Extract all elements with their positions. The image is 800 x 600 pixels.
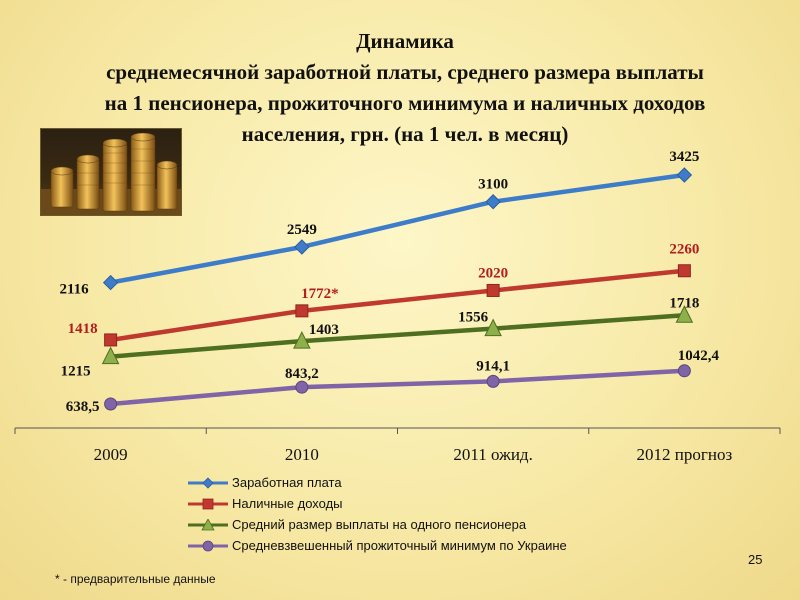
- legend-triangle-icon: [188, 518, 228, 530]
- data-label: 1215: [61, 364, 91, 380]
- legend: Заработная плата Наличные доходы Средний…: [188, 472, 567, 556]
- x-tick-label: 2009: [94, 445, 128, 464]
- data-point-marker: [675, 305, 694, 323]
- x-tick-label: 2011 ожид.: [453, 445, 532, 464]
- data-label: 1042,4: [678, 348, 720, 364]
- data-point-marker: [677, 364, 691, 378]
- x-tick-label: 2010: [285, 445, 319, 464]
- data-point-marker: [677, 264, 691, 278]
- title-line-2: среднемесячной заработной платы, среднег…: [106, 60, 704, 84]
- data-label: 3425: [669, 149, 699, 165]
- data-point-marker: [295, 380, 309, 394]
- data-label: 2549: [287, 222, 317, 238]
- data-point-marker: [295, 304, 309, 318]
- legend-item-pension: Средний размер выплаты на одного пенсион…: [188, 514, 567, 535]
- chart-title: Динамика среднемесячной заработной платы…: [30, 26, 780, 150]
- data-label: 1418: [68, 321, 98, 337]
- data-label: 2260: [669, 242, 699, 258]
- x-tick-label: 2012 прогноз: [637, 445, 733, 464]
- legend-item-salary: Заработная плата: [188, 472, 567, 493]
- legend-label-income: Наличные доходы: [232, 496, 343, 511]
- data-label: 1403: [309, 322, 339, 338]
- legend-label-minimum: Средневзвешенный прожиточный минимум по …: [232, 538, 567, 553]
- data-label: 1718: [669, 295, 699, 311]
- legend-item-minimum: Средневзвешенный прожиточный минимум по …: [188, 535, 567, 556]
- data-label: 914,1: [476, 358, 510, 374]
- footnote: * - предварительные данные: [55, 572, 216, 586]
- data-point-marker: [104, 333, 118, 347]
- legend-square-icon: [188, 498, 228, 509]
- coins-photo-icon: [40, 128, 182, 216]
- page-number: 25: [748, 552, 763, 567]
- data-point-marker: [484, 318, 502, 337]
- data-label: 2020: [478, 265, 508, 281]
- legend-circle-icon: [188, 540, 228, 551]
- data-point-marker: [485, 194, 501, 210]
- data-label: 2116: [59, 282, 89, 298]
- data-point-marker: [676, 167, 693, 183]
- data-label: 638,5: [66, 399, 100, 415]
- legend-diamond-icon: [188, 476, 228, 489]
- title-line-3: на 1 пенсионера, прожиточного минимума и…: [104, 91, 706, 115]
- series-line: [110, 172, 685, 285]
- data-label: 3100: [478, 177, 508, 193]
- series-line: [110, 368, 685, 407]
- data-point-marker: [486, 283, 500, 297]
- data-label: 843,2: [285, 366, 319, 382]
- title-line-1: Динамика: [356, 29, 454, 53]
- data-point-marker: [293, 331, 311, 349]
- data-point-marker: [104, 397, 118, 411]
- legend-label-pension: Средний размер выплаты на одного пенсион…: [232, 517, 527, 532]
- legend-item-income: Наличные доходы: [188, 493, 567, 514]
- data-point-marker: [486, 374, 500, 388]
- title-line-4: населения, грн. (на 1 чел. в месяц): [241, 122, 569, 146]
- legend-label-salary: Заработная плата: [232, 475, 342, 490]
- data-label: 1556: [458, 310, 489, 326]
- data-point-marker: [102, 274, 119, 291]
- series-line: [110, 313, 685, 359]
- series-line: [110, 268, 685, 343]
- data-point-marker: [101, 346, 120, 365]
- data-point-marker: [294, 239, 310, 255]
- data-label: 1772*: [301, 286, 339, 302]
